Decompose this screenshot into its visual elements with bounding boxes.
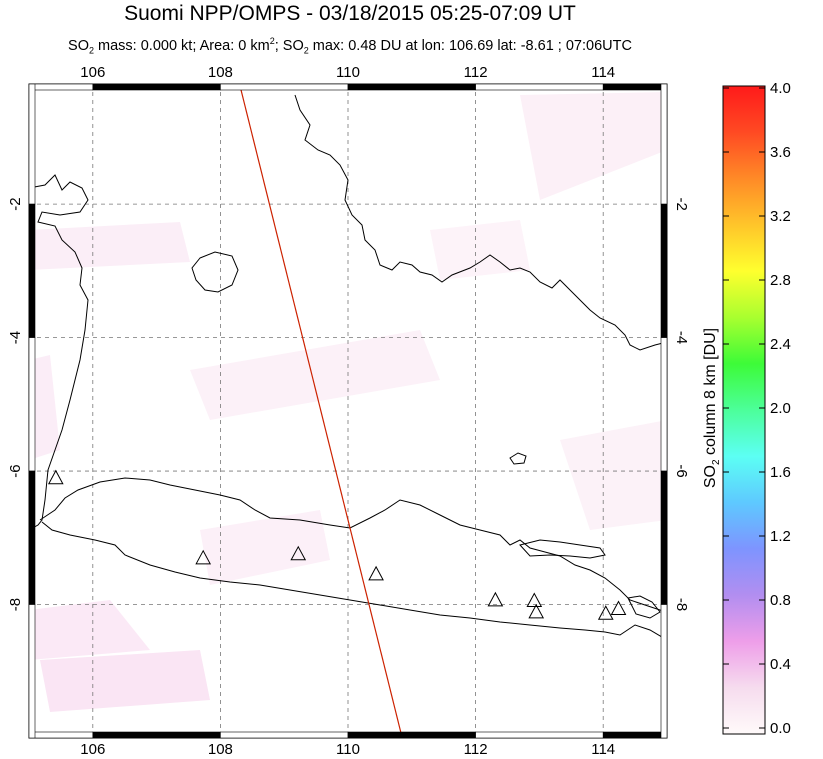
lon-tick-label-bottom: 106 xyxy=(80,741,105,758)
map-title: Suomi NPP/OMPS - 03/18/2015 05:25-07:09 … xyxy=(124,2,576,25)
lon-tick-label-top: 106 xyxy=(80,64,105,81)
tick-labels: 106 106 108 108 110 110 112 112 114 114 -2 -2 -4 -4 -6… xyxy=(7,64,690,758)
frame-bar-right xyxy=(660,470,668,605)
map-subtitle: SO2 mass: 0.000 kt; Area: 0 km2; SO2 max… xyxy=(68,36,632,56)
volcano-marker xyxy=(528,603,545,619)
colorbar-tick-label: 2.0 xyxy=(770,400,791,417)
lon-tick-label-top: 112 xyxy=(464,64,488,81)
coastline-madura xyxy=(519,539,606,559)
frame-bar-top xyxy=(602,83,668,91)
lon-tick-label-bottom: 108 xyxy=(208,741,233,758)
colorbar-tick-label: 3.2 xyxy=(770,208,791,225)
frame-bar-bottom xyxy=(475,731,604,739)
frame-bar-top xyxy=(92,83,221,91)
frame-bar-top xyxy=(347,83,476,91)
volcano-marker xyxy=(610,600,627,616)
frame-bar-bottom xyxy=(347,731,476,739)
colorbar-tick-label: 0.4 xyxy=(770,656,791,673)
lat-tick-label-left: -2 xyxy=(7,197,24,210)
colorbar-tick-label: 1.2 xyxy=(770,528,791,545)
volcano-marker xyxy=(195,549,212,565)
colorbar-tick-label: 2.8 xyxy=(770,272,791,289)
so2-field xyxy=(29,92,667,712)
frame-bar-left xyxy=(28,203,36,338)
frame-bar-bottom xyxy=(602,731,668,739)
coastline-small-island xyxy=(509,452,527,465)
volcano-marker xyxy=(47,469,64,485)
lon-tick-label-top: 114 xyxy=(591,64,615,81)
lat-tick-label-right: -4 xyxy=(673,331,690,344)
lat-tick-label-right: -6 xyxy=(673,464,690,477)
coastline-sumatra xyxy=(29,174,89,531)
colorbar-tick-label: 0.8 xyxy=(770,592,791,609)
frame-bar-right xyxy=(660,337,668,472)
volcano-marker xyxy=(290,545,307,561)
lat-tick-label-left: -8 xyxy=(7,598,24,611)
colorbar-label: SO2 column 8 km [DU] xyxy=(701,327,723,489)
colorbar-tick-label: 0.0 xyxy=(770,720,791,737)
frame-bar-right xyxy=(660,83,668,205)
volcano-marker xyxy=(526,592,543,608)
frame-bar-left xyxy=(28,337,36,472)
lat-tick-label-left: -4 xyxy=(7,331,24,344)
frame-ticks xyxy=(28,83,668,739)
frame-bar-right xyxy=(660,604,668,739)
volcano-marker xyxy=(368,565,384,581)
frame-bar-left xyxy=(28,470,36,605)
colorbar-ticks: 4.0 3.6 3.2 2.8 2.4 2.0 1.6 1.2 0.8 0.4 0.0 xyxy=(723,80,791,737)
lon-tick-label-top: 108 xyxy=(208,64,233,81)
coastline-java xyxy=(39,477,667,613)
lat-tick-label-right: -2 xyxy=(673,197,690,210)
frame-bar-top xyxy=(28,83,94,91)
coastline-belitung xyxy=(191,251,239,293)
graticule xyxy=(29,84,667,738)
volcano-marker xyxy=(487,591,504,607)
lon-tick-label-bottom: 112 xyxy=(464,741,488,758)
coastline-borneo xyxy=(294,94,667,351)
colorbar xyxy=(722,85,766,735)
frame-bar-right xyxy=(660,203,668,338)
lat-tick-label-right: -8 xyxy=(673,598,690,611)
frame-bar-bottom xyxy=(28,731,94,739)
coastline-java-south xyxy=(41,521,667,641)
lon-tick-label-bottom: 110 xyxy=(336,741,360,758)
frame-bar-top xyxy=(475,83,604,91)
orbit-track xyxy=(238,84,403,738)
volcano-marker xyxy=(597,605,614,620)
volcano-markers xyxy=(47,469,627,620)
coastlines xyxy=(29,94,667,641)
lat-tick-label-left: -6 xyxy=(7,464,24,477)
lon-tick-label-bottom: 114 xyxy=(591,741,615,758)
coastline-bali xyxy=(627,595,661,619)
frame-bar-bottom xyxy=(92,731,221,739)
colorbar-tick-label: 2.4 xyxy=(770,336,791,353)
lon-tick-label-top: 110 xyxy=(336,64,360,81)
frame-bar-top xyxy=(220,83,349,91)
frame-bar-bottom xyxy=(220,731,349,739)
colorbar-tick-label: 4.0 xyxy=(770,80,791,97)
colorbar-tick-label: 3.6 xyxy=(770,144,791,161)
colorbar-tick-label: 1.6 xyxy=(770,464,791,481)
frame-bar-left xyxy=(28,604,36,739)
frame-bar-left xyxy=(28,83,36,205)
